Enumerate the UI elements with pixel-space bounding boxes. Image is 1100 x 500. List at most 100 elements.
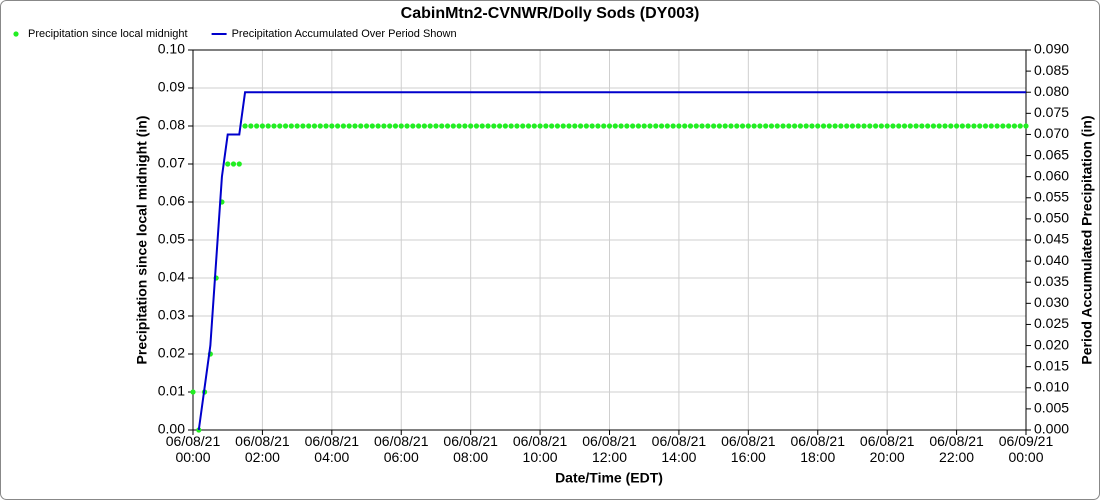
data-point (323, 123, 329, 129)
data-point (577, 123, 584, 129)
legend-label: Precipitation since local midnight (28, 28, 188, 40)
data-point (641, 123, 647, 129)
data-point (479, 123, 485, 129)
y2-tick-label: 0.060 (1034, 167, 1069, 183)
data-point (410, 123, 416, 129)
y-tick-label: 0.08 (158, 117, 185, 133)
x-tick-label: 06/08/21 10:00 (513, 433, 568, 465)
data-point (861, 123, 867, 129)
data-point (716, 123, 723, 129)
x-tick-label: 06/08/21 22:00 (929, 433, 984, 465)
data-point (444, 123, 451, 129)
y2-tick-label: 0.035 (1034, 273, 1069, 289)
data-point (780, 123, 786, 129)
y2-tick-label: 0.085 (1034, 62, 1069, 78)
data-point (907, 123, 913, 129)
y2-tick-label: 0.005 (1034, 400, 1069, 416)
data-point (647, 123, 653, 129)
y2-tick-label: 0.070 (1034, 125, 1069, 141)
data-point (462, 123, 468, 129)
data-point (635, 123, 642, 129)
data-point (919, 123, 925, 129)
data-point (595, 123, 601, 129)
data-point (381, 123, 387, 129)
data-point (1000, 123, 1006, 129)
data-point (936, 123, 942, 129)
data-point (473, 123, 480, 129)
y2-tick-label: 0.090 (1034, 41, 1069, 57)
data-point (699, 123, 705, 129)
y-tick-label: 0.10 (158, 41, 185, 57)
data-point (913, 123, 919, 129)
plot-area (192, 49, 1027, 431)
y-tick-label: 0.04 (158, 269, 185, 285)
data-point (693, 123, 699, 129)
data-point (751, 123, 757, 129)
legend-label: Precipitation Accumulated Over Period Sh… (232, 28, 457, 40)
x-tick-label: 06/08/21 08:00 (443, 433, 498, 465)
data-point (306, 123, 312, 129)
y-tick-label: 0.01 (158, 383, 185, 399)
data-point (485, 123, 491, 129)
data-point (398, 123, 404, 129)
data-point (549, 123, 555, 129)
y-tick-label: 0.03 (158, 307, 185, 323)
y2-tick-label: 0.040 (1034, 252, 1069, 268)
y2-tick-label: 0.055 (1034, 188, 1069, 204)
data-point (531, 123, 537, 129)
data-point (427, 123, 433, 129)
data-point (450, 123, 456, 129)
data-line (197, 91, 1026, 431)
y-tick-label: 0.06 (158, 193, 185, 209)
data-point (230, 161, 237, 167)
y2-tick-label: 0.025 (1034, 315, 1069, 331)
data-point (838, 123, 844, 129)
data-point (537, 123, 543, 129)
data-point (242, 123, 248, 129)
data-point (884, 123, 890, 129)
data-point (236, 161, 242, 167)
y-tick-label: 0.07 (158, 155, 185, 171)
y2-tick-label: 0.020 (1034, 336, 1069, 352)
y2-tick-label: 0.010 (1034, 378, 1069, 394)
data-point (849, 123, 856, 129)
x-tick-label: 06/08/21 06:00 (374, 433, 429, 465)
data-point (190, 389, 196, 395)
data-point (1023, 123, 1029, 129)
data-point (491, 123, 497, 129)
data-point (317, 123, 323, 129)
data-point (994, 123, 1000, 129)
data-point (711, 123, 717, 129)
data-point (682, 123, 688, 129)
data-point (930, 123, 937, 129)
data-point (624, 123, 630, 129)
data-point (589, 123, 595, 129)
data-point (404, 123, 410, 129)
data-point (508, 123, 514, 129)
data-point (942, 123, 948, 129)
data-point (988, 123, 994, 129)
data-point (855, 123, 861, 129)
data-point (687, 123, 694, 129)
data-point (560, 123, 566, 129)
data-point (543, 123, 549, 129)
x-tick-label: 06/08/21 00:00 (166, 433, 221, 465)
data-point (225, 161, 231, 167)
legend-marker (13, 31, 19, 37)
data-point (630, 123, 636, 129)
data-point (948, 123, 954, 129)
data-point (676, 123, 682, 129)
data-point (502, 123, 508, 129)
data-point (520, 123, 526, 129)
x-tick-label: 06/08/21 04:00 (305, 433, 360, 465)
data-point (1011, 123, 1018, 129)
data-point (300, 123, 306, 129)
x-tick-label: 06/08/21 16:00 (721, 433, 776, 465)
data-point (456, 123, 462, 129)
data-point (468, 123, 474, 129)
data-point (670, 123, 676, 129)
data-point (387, 123, 393, 129)
data-point (925, 123, 931, 129)
x-axis-title: Date/Time (EDT) (555, 470, 663, 486)
y2-tick-label: 0.075 (1034, 104, 1069, 120)
